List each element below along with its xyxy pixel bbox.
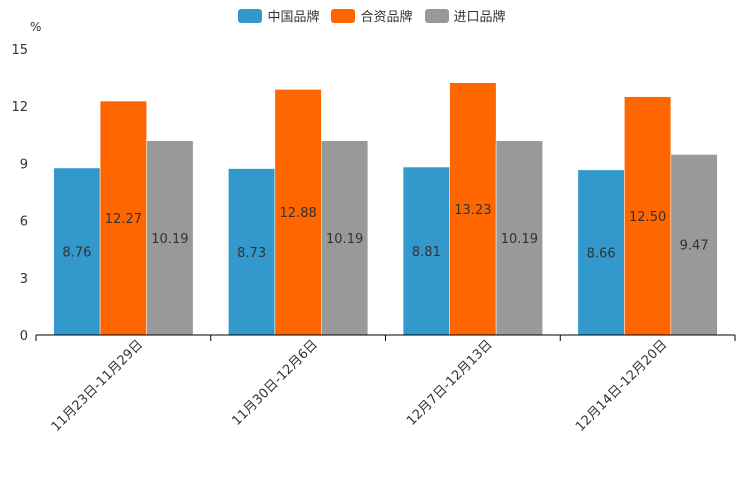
bar-value-label: 10.19: [501, 232, 538, 247]
bar-value-label: 8.76: [62, 245, 91, 260]
x-tick-label: 12月7日-12月13日: [404, 337, 496, 429]
bar-value-label: 9.47: [680, 239, 709, 254]
bar-value-label: 12.88: [280, 206, 317, 221]
bar-value-label: 8.81: [412, 245, 441, 260]
y-tick-label: 6: [20, 215, 28, 230]
x-tick-label: 11月23日-11月29日: [49, 337, 146, 434]
bar-value-label: 10.19: [326, 232, 363, 247]
bar-chart: 0 3 6 9 12 15 8.76 8.73 8.81 8.66 12.27 12.88 13.23 1…: [0, 0, 744, 496]
bar-value-label: 8.66: [587, 246, 616, 261]
y-tick-label: 12: [11, 100, 28, 115]
bar-value-label: 12.50: [629, 210, 666, 225]
y-tick-label: 15: [11, 43, 28, 58]
x-tick-label: 12月14日-12月20日: [573, 337, 670, 434]
x-tick-label: 11月30日-12月6日: [229, 337, 321, 429]
bar-value-label: 13.23: [454, 203, 491, 218]
y-tick-label: 3: [20, 272, 28, 287]
bar-value-label: 10.19: [151, 232, 188, 247]
bar-value-label: 8.73: [237, 246, 266, 261]
bar-value-label: 12.27: [105, 212, 142, 227]
y-tick-label: 0: [20, 329, 28, 344]
y-tick-label: 9: [20, 157, 28, 172]
